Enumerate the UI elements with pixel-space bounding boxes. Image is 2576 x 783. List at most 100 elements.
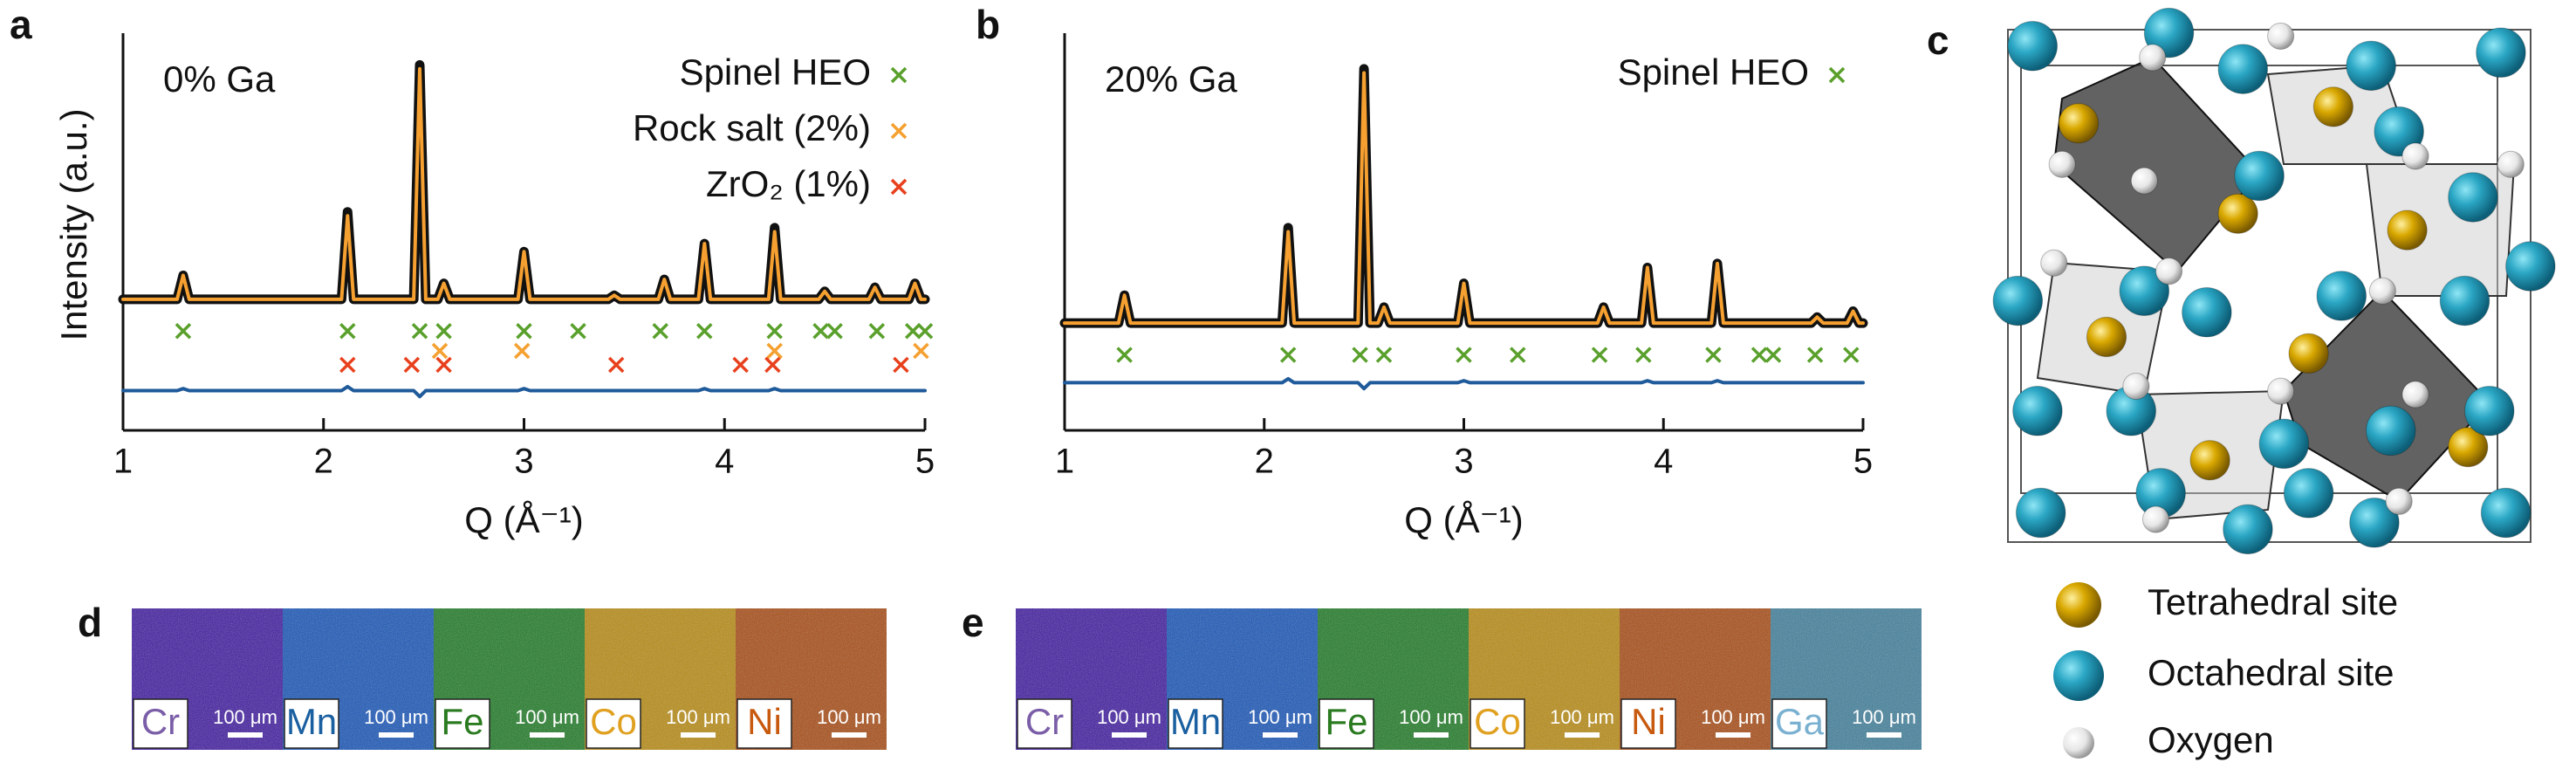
panel-label: d [78,600,102,645]
legend-marker [890,178,908,196]
tetrahedral-atom [2217,193,2258,234]
x-tick-label: 1 [113,443,133,481]
peak-marker [513,342,531,360]
scale-bar [1867,732,1901,738]
peak-marker [403,356,421,374]
tetrahedral-atom [2288,333,2329,374]
peak-marker [766,323,783,340]
peak-marker [812,323,829,340]
x-tick-label: 4 [1654,443,1673,481]
annotation: 0% Ga [163,58,276,100]
peak-marker [1750,347,1768,363]
peak-marker [411,323,428,340]
x-tick-label: 1 [1055,443,1074,481]
octahedral-atom [2119,265,2170,317]
unit-cell [2007,29,2531,543]
octahedral-atom [2349,498,2400,548]
octahedral-atom [2258,418,2310,470]
x-tick-label: 2 [314,443,333,481]
oxygen-atom [2155,258,2183,285]
octahedral-atom [2007,20,2059,72]
legend-label: Octahedral site [2148,652,2394,693]
peak-marker [1352,347,1368,363]
element-label: Co [590,701,637,742]
element-box [435,698,490,749]
peak-marker [435,356,452,374]
tetrahedral-atom [2387,209,2428,251]
peak-marker [607,356,625,374]
x-tick-label: 5 [915,443,935,481]
scale-label: 100 μm [1248,706,1312,728]
scale-bar [228,732,263,738]
peak-marker [1635,347,1652,363]
peak-marker [766,342,783,360]
octahedron [2052,56,2261,273]
legend-marker [2053,650,2104,701]
panel-label: e [962,600,984,645]
legend-label: ZrO₂ (1%) [706,163,871,204]
panel-label: b [976,2,1000,47]
peak-marker [893,356,909,374]
scale-bar [681,732,716,738]
peak-marker [1806,347,1824,363]
peak-marker [1510,347,1526,363]
x-tick-label: 2 [1255,443,1274,481]
element-box [1470,698,1525,749]
peak-marker [1843,347,1860,363]
peak-marker [339,323,356,340]
octahedral-atom [2217,44,2269,94]
element-label: Cr [141,701,180,742]
tetrahedral-atom [2448,427,2489,468]
octahedral-atom [2316,271,2367,321]
octahedral-atom [2505,241,2556,292]
octahedral-atom [2223,504,2273,555]
element-box [586,698,641,749]
peak-marker [175,323,192,340]
oxygen-atom [2401,142,2429,170]
tetrahedral-atom [2058,103,2100,144]
octahedral-atom [2366,405,2416,457]
tetrahedral-atom [2086,316,2127,358]
tetrahedral-atom [2189,440,2230,481]
element-label: Fe [441,701,483,742]
oxygen-atom [2122,372,2150,401]
scale-label: 100 μm [1852,706,1916,728]
element-box [1017,698,1072,749]
line [1063,376,1865,391]
legend-marker [2063,727,2094,759]
scale-label: 100 μm [1701,706,1765,728]
scale-label: 100 μm [666,706,730,728]
scale-label: 100 μm [364,706,428,728]
legend-marker [2056,582,2101,628]
peak-marker [868,323,886,340]
octahedral-atom [2346,40,2396,92]
element-box [1168,698,1223,749]
scale-label: 100 μm [213,706,277,728]
scale-bar [832,732,867,738]
legend-label: Tetrahedral site [2148,581,2398,622]
element-label: Fe [1325,701,1367,742]
octahedral-atom [1992,275,2044,326]
peak-marker [435,323,452,340]
element-box [736,698,792,749]
peak-marker [732,356,749,374]
octahedral-atom [2439,275,2490,326]
legend-marker [890,122,908,140]
octahedral-atom [2182,287,2232,338]
element-label: Mn [1170,701,1221,742]
peak-marker [652,323,668,340]
element-box [1319,698,1374,749]
x-tick-label: 5 [1853,443,1873,481]
oxygen-atom [2267,22,2295,50]
legend-label: Spinel HEO [1618,52,1809,93]
legend-label: Rock salt (2%) [633,107,871,148]
line [1063,71,1865,326]
oxygen-atom [2401,381,2429,409]
panel-label: a [10,2,32,47]
element-box [284,698,339,749]
peak-marker [1375,347,1393,363]
oxygen-atom [2267,377,2295,405]
scale-label: 100 μm [817,706,881,728]
oxygen-atom [2385,487,2413,515]
